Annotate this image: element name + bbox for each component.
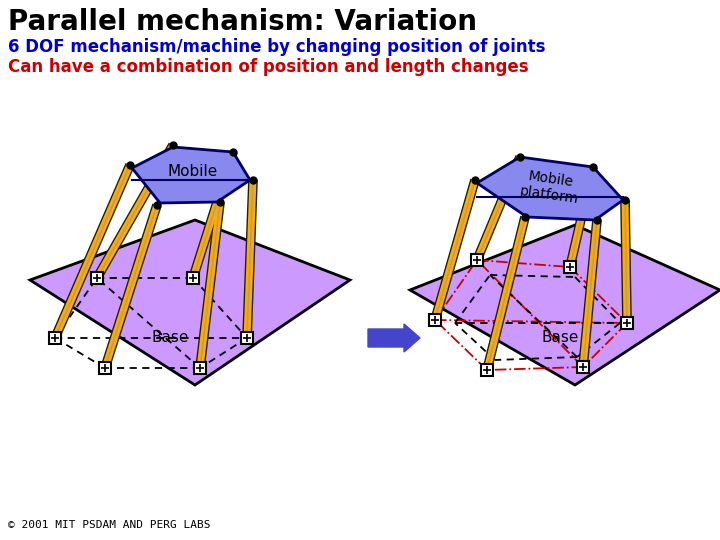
Polygon shape xyxy=(410,225,720,385)
Text: 6 DOF mechanism/machine by changing position of joints: 6 DOF mechanism/machine by changing posi… xyxy=(8,38,546,56)
Text: Parallel mechanism: Variation: Parallel mechanism: Variation xyxy=(8,8,477,36)
Polygon shape xyxy=(477,157,623,220)
Text: Base: Base xyxy=(151,330,189,346)
FancyArrow shape xyxy=(368,324,420,352)
Text: Mobile: Mobile xyxy=(168,165,218,179)
Polygon shape xyxy=(30,220,350,385)
Text: Can have a combination of position and length changes: Can have a combination of position and l… xyxy=(8,58,528,76)
Text: © 2001 MIT PSDAM AND PERG LABS: © 2001 MIT PSDAM AND PERG LABS xyxy=(8,520,210,530)
Text: Mobile
platform: Mobile platform xyxy=(518,168,582,206)
Text: Base: Base xyxy=(541,329,579,345)
Polygon shape xyxy=(132,147,250,203)
